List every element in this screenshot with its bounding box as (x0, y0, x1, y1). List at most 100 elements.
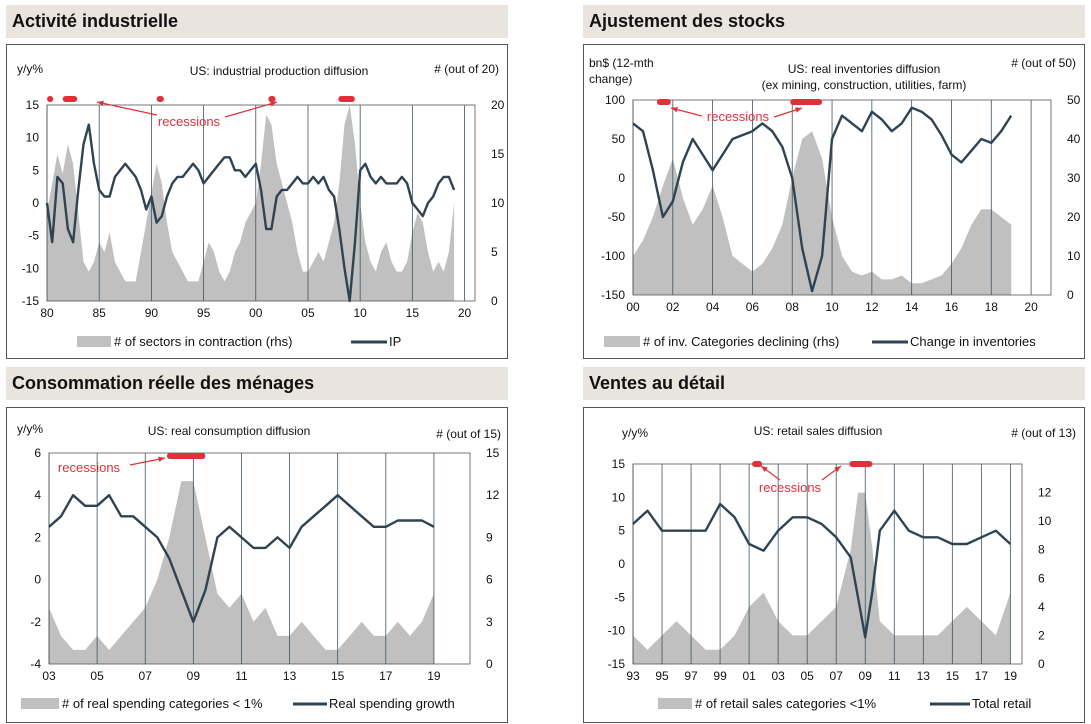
recession-bar (156, 96, 164, 102)
y-right-tick-label: 0 (1038, 657, 1045, 671)
y-left-tick-label: 6 (34, 446, 41, 460)
x-tick-label: 08 (786, 300, 800, 314)
y-right-tick-label: 0 (491, 294, 498, 308)
y-left-tick-label: 10 (612, 490, 626, 504)
x-tick-label: 17 (379, 669, 393, 683)
legend-label-area: # of retail sales categories <1% (695, 696, 876, 711)
panel-title: Ventes au détail (583, 367, 1085, 400)
legend-label-area: # of real spending categories < 1% (62, 696, 263, 711)
x-tick-label: 00 (626, 300, 640, 314)
x-tick-label: 03 (771, 669, 785, 683)
y-right-tick-label: 3 (486, 615, 493, 629)
y-right-tick-label: 2 (1038, 628, 1045, 642)
x-tick-label: 19 (1004, 669, 1018, 683)
x-tick-label: 19 (427, 669, 441, 683)
legend-swatch-area (21, 698, 59, 709)
x-tick-label: 02 (666, 300, 680, 314)
y-left-tick-label: 15 (26, 98, 40, 112)
chart-box: recessions -15 -10 -5 0 5 10 15 0 5 10 15 20 80 85 90 95… (6, 44, 508, 359)
y-left-tick-label: 5 (618, 524, 625, 538)
y-left-tick-label: 0 (618, 557, 625, 571)
y-left-tick-label: 15 (612, 457, 626, 471)
y-left-tick-label: 0 (32, 196, 39, 210)
recession-bar (62, 96, 78, 102)
y-left-tick-label: -10 (22, 261, 40, 275)
recession-arrow (96, 101, 158, 116)
y-right-label: # (out of 15) (436, 427, 501, 441)
recession-bar (166, 453, 206, 459)
legend-label-line: Change in inventories (910, 334, 1036, 349)
panel-title: Consommation réelle des ménages (6, 367, 508, 400)
recession-bar (752, 461, 763, 467)
x-tick-label: 95 (197, 306, 211, 320)
x-tick-label: 13 (283, 669, 297, 683)
y-right-label: # (out of 13) (1011, 426, 1076, 440)
x-tick-label: 85 (93, 306, 107, 320)
chart-title: US: real consumption diffusion (148, 424, 311, 438)
plot-frame (48, 452, 471, 665)
recessions-label: recessions (158, 114, 221, 129)
line-series (632, 502, 1012, 639)
y-left-tick-label: -15 (22, 294, 40, 308)
x-tick-label: 07 (830, 669, 844, 683)
recession-bar (656, 99, 671, 105)
y-right-tick-label: 5 (491, 245, 498, 259)
recession-arrowhead (97, 100, 104, 107)
area-series (47, 105, 455, 301)
line-series (632, 106, 1013, 293)
recession-arrowhead (761, 466, 768, 473)
legend-label-line: Total retail (972, 696, 1031, 711)
y-left-tick-label: 0 (618, 171, 625, 185)
x-tick-label: 18 (985, 300, 999, 314)
y-right-tick-label: 6 (1038, 571, 1045, 585)
x-tick-label: 10 (353, 306, 367, 320)
y-left-tick-label: 100 (605, 93, 625, 107)
legend-label-area: # of sectors in contraction (rhs) (114, 334, 292, 349)
x-tick-label: 01 (742, 669, 756, 683)
chart-panel-2: Ajustement des stocks recessions -150 -100 -… (583, 5, 1085, 359)
y-right-tick-label: 15 (491, 147, 505, 161)
y-right-tick-label: 0 (486, 657, 493, 671)
x-tick-label: 20 (458, 306, 472, 320)
y-right-tick-label: 30 (1067, 171, 1081, 185)
x-tick-label: 07 (139, 669, 153, 683)
chart-panel-4: Ventes au détail recessions -15 -10 -5 0 5 10 15… (583, 367, 1085, 723)
chart-svg: recessions-150-100-500501000102030405000… (589, 56, 1081, 349)
y-right-label: # (out of 50) (1011, 56, 1076, 70)
area-series (633, 131, 1012, 295)
legend-label-line: Real spending growth (329, 696, 455, 711)
chart-title: US: industrial production diffusion (190, 64, 369, 78)
panel-title: Activité industrielle (6, 5, 508, 38)
x-tick-label: 80 (40, 306, 54, 320)
x-tick-label: 04 (706, 300, 720, 314)
y-left-tick-label: -2 (30, 615, 41, 629)
y-right-tick-label: 8 (1038, 543, 1045, 557)
legend-label-area: # of inv. Categories declining (rhs) (643, 334, 839, 349)
y-left-tick-label: 4 (34, 488, 41, 502)
legend-swatch-area (604, 336, 640, 347)
y-left-label: y/y% (17, 62, 43, 76)
x-tick-label: 20 (1024, 300, 1038, 314)
x-tick-label: 14 (905, 300, 919, 314)
y-left-tick-label: -5 (614, 590, 625, 604)
recession-arrowhead (671, 106, 678, 113)
y-left-tick-label: 2 (34, 530, 41, 544)
x-tick-label: 00 (249, 306, 263, 320)
chart-panel-1: Activité industrielle recessions -15 -10 -5 0… (6, 5, 508, 359)
y-left-label: y/y% (622, 426, 648, 440)
recession-bar (849, 461, 873, 467)
x-tick-label: 05 (90, 669, 104, 683)
y-left-tick-label: -150 (601, 288, 625, 302)
panel-title: Ajustement des stocks (583, 5, 1085, 38)
x-tick-label: 13 (917, 669, 931, 683)
recession-arrowhead (158, 456, 165, 462)
chart-box: recessions -15 -10 -5 0 5 10 15 0 2 4 6 8 10 12 93 95 97 9… (583, 407, 1085, 723)
y-left-tick-label: -4 (30, 657, 41, 671)
recession-arrowhead (795, 107, 802, 113)
recession-bar (790, 99, 823, 105)
x-tick-label: 15 (406, 306, 420, 320)
y-right-tick-label: 10 (1067, 249, 1081, 263)
legend-swatch-area (77, 336, 111, 347)
x-tick-label: 17 (975, 669, 989, 683)
